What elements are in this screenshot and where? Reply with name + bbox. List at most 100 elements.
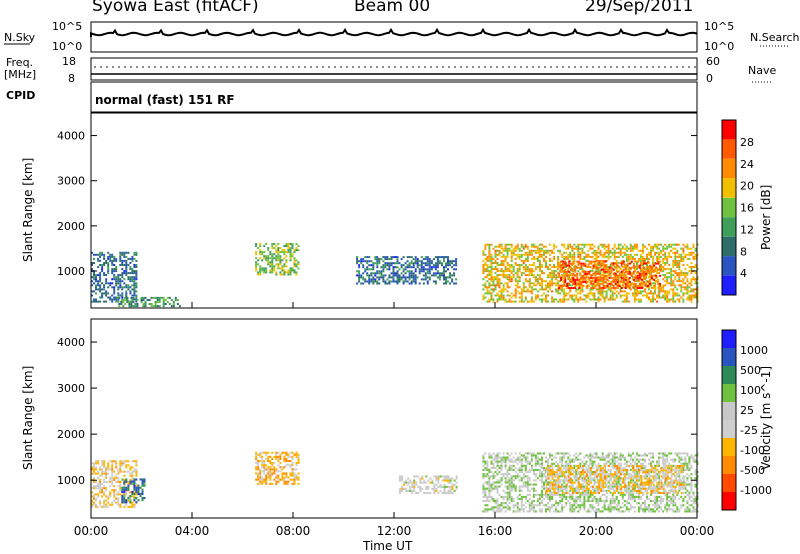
data-cell <box>93 274 95 277</box>
data-cell <box>541 473 543 476</box>
data-cell <box>589 255 592 258</box>
data-cell <box>510 481 513 484</box>
data-cell <box>492 276 495 279</box>
data-cell <box>530 288 533 291</box>
data-cell <box>113 485 116 488</box>
data-cell <box>690 262 693 264</box>
data-cell <box>668 272 671 275</box>
data-cell <box>277 464 280 467</box>
data-cell <box>553 266 556 268</box>
data-cell <box>606 268 609 271</box>
data-cell <box>103 264 106 266</box>
data-cell <box>103 253 106 256</box>
data-cell <box>506 452 509 455</box>
data-cell <box>420 262 423 265</box>
data-cell <box>413 479 416 482</box>
data-cell <box>543 298 545 301</box>
data-cell <box>291 472 294 475</box>
data-cell <box>273 478 276 481</box>
data-cell <box>281 476 284 479</box>
data-cell <box>628 272 631 275</box>
data-cell <box>482 510 485 513</box>
data-cell <box>600 264 603 267</box>
data-cell <box>516 498 519 501</box>
data-cell <box>510 498 513 501</box>
data-cell <box>557 466 560 469</box>
data-cell <box>522 247 525 250</box>
data-cell <box>125 501 128 504</box>
data-cell <box>420 266 423 269</box>
data-cell <box>111 464 114 467</box>
data-cell <box>137 492 140 495</box>
data-cell <box>636 276 639 279</box>
data-cell <box>428 270 431 273</box>
data-cell <box>587 508 590 511</box>
data-cell <box>631 247 634 250</box>
data-cell <box>624 266 627 269</box>
data-cell <box>119 485 122 488</box>
data-cell <box>414 258 417 261</box>
data-cell <box>392 262 395 265</box>
data-cell <box>609 479 612 482</box>
data-cell <box>568 262 571 265</box>
data-cell <box>107 272 110 275</box>
data-cell <box>403 483 406 486</box>
data-cell <box>386 278 389 281</box>
data-cell <box>620 274 623 277</box>
data-cell <box>680 247 683 250</box>
data-cell <box>532 504 535 507</box>
data-cell <box>93 493 95 496</box>
nave-dot <box>652 66 654 68</box>
data-cell <box>576 282 579 285</box>
data-cell <box>283 478 286 481</box>
data-cell <box>140 296 143 299</box>
data-cell <box>590 280 593 283</box>
data-cell <box>588 260 591 263</box>
data-cell <box>115 298 118 301</box>
data-cell <box>636 260 639 263</box>
data-cell <box>267 474 270 477</box>
data-cell <box>580 262 583 265</box>
data-cell <box>536 462 539 465</box>
data-cell <box>265 243 268 245</box>
data-cell <box>569 493 572 496</box>
data-cell <box>123 282 126 285</box>
data-cell <box>105 470 108 473</box>
data-cell <box>261 480 264 483</box>
data-cell <box>633 268 636 271</box>
data-cell <box>378 260 381 263</box>
data-cell <box>441 272 443 275</box>
data-cell <box>271 472 274 475</box>
data-cell <box>676 266 679 268</box>
data-cell <box>522 481 525 484</box>
data-cell <box>269 476 272 479</box>
data-cell <box>624 287 627 289</box>
data-cell <box>91 300 93 303</box>
data-cell <box>492 300 495 303</box>
data-cell <box>486 259 489 262</box>
data-cell <box>605 471 608 474</box>
data-cell <box>594 287 597 289</box>
data-cell <box>455 477 458 480</box>
data-cell <box>561 483 564 486</box>
data-cell <box>613 452 616 455</box>
nave-dot <box>316 66 318 68</box>
data-cell <box>127 286 130 289</box>
data-cell <box>492 247 495 250</box>
data-cell <box>651 287 653 289</box>
colorbar-swatch <box>722 120 736 140</box>
data-cell <box>672 300 675 303</box>
data-cell <box>633 243 636 246</box>
data-cell <box>105 282 108 285</box>
data-cell <box>291 482 294 485</box>
data-cell <box>93 464 95 467</box>
data-cell <box>449 492 452 495</box>
data-cell <box>508 487 511 490</box>
data-cell <box>632 278 635 281</box>
data-cell <box>500 243 503 246</box>
data-cell <box>615 294 618 297</box>
data-cell <box>579 255 582 258</box>
data-cell <box>648 253 650 256</box>
data-cell <box>592 287 595 289</box>
data-cell <box>676 259 679 262</box>
